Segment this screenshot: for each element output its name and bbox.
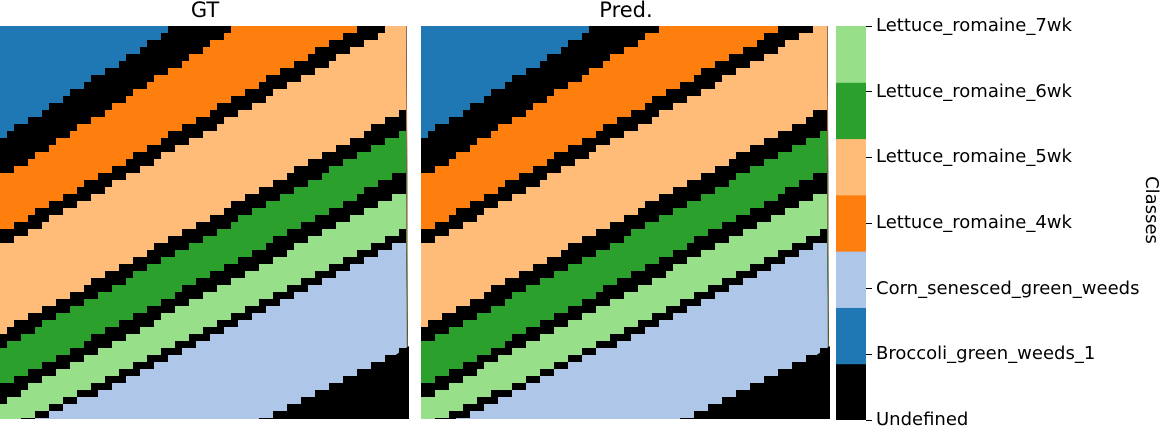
colorbar-label: Broccoli_green_weeds_1	[876, 343, 1096, 365]
colorbar-tick	[866, 419, 872, 421]
colorbar-segment	[836, 194, 866, 252]
colorbar-tick	[866, 222, 872, 224]
gt-panel-title: GT	[190, 0, 220, 22]
undefined-region	[300, 346, 409, 419]
colorbar-segment	[836, 26, 866, 83]
gt-classification-map	[0, 26, 409, 419]
colorbar-tick	[866, 353, 872, 355]
colorbar-tick	[866, 288, 872, 290]
colorbar-label: Lettuce_romaine_7wk	[876, 15, 1072, 36]
colorbar-segment	[836, 251, 866, 308]
colorbar-title: Classes	[1141, 176, 1162, 244]
colorbar-segment	[836, 82, 866, 140]
colorbar-segment	[836, 307, 866, 365]
colorbar-label: Lettuce_romaine_5wk	[876, 146, 1072, 168]
colorbar-label: Lettuce_romaine_4wk	[876, 212, 1072, 233]
pred-panel-title: Pred.	[599, 0, 653, 22]
colorbar-label: Lettuce_romaine_6wk	[876, 80, 1072, 102]
colorbar-segment	[836, 138, 866, 196]
undefined-region	[721, 346, 830, 419]
colorbar-segment	[836, 363, 866, 420]
colorbar-tick	[866, 25, 872, 27]
class-colorbar	[836, 26, 866, 420]
class-region	[35, 236, 408, 419]
colorbar-tick	[866, 156, 872, 158]
colorbar-tick	[866, 91, 872, 93]
pred-classification-map	[421, 26, 830, 419]
colorbar-label: Undefined	[876, 409, 969, 430]
class-region	[456, 236, 829, 419]
colorbar-label: Corn_senesced_green_weeds	[876, 277, 1140, 299]
